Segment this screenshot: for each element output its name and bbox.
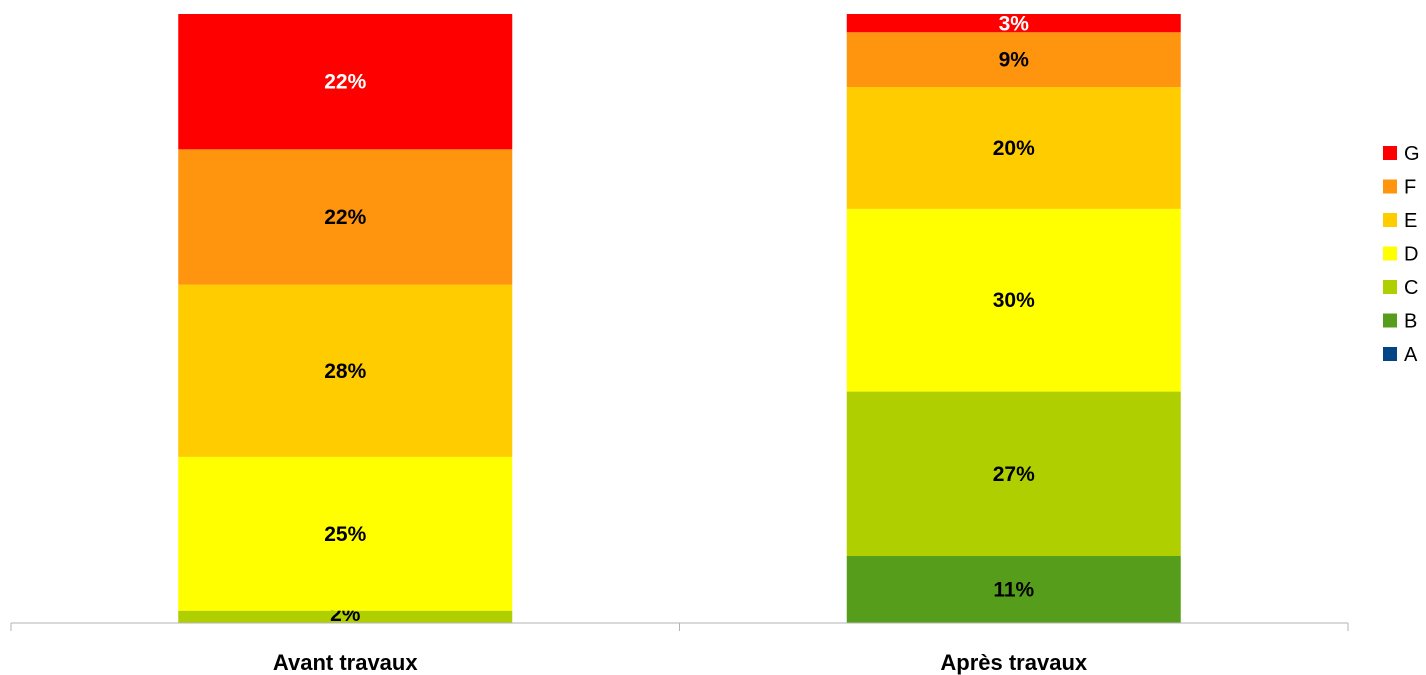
data-label-f-2: 9% <box>999 49 1030 72</box>
bars-group: 2%25%28%22%22%11%27%30%20%9%3% <box>178 12 1181 626</box>
data-label-g-1: 22% <box>324 71 366 94</box>
bar-segment-b-2 <box>846 556 1181 623</box>
x-axis: Avant travaux Après travaux <box>10 622 1349 675</box>
legend-label-b: B <box>1404 311 1417 333</box>
bar-segment-g-1 <box>178 14 513 150</box>
legend-label-g: G <box>1404 143 1420 165</box>
bar-segment-c-2 <box>846 391 1181 557</box>
bar-segment-d-1 <box>178 456 513 611</box>
bar-segment-g-2 <box>846 14 1181 33</box>
legend-swatch-d <box>1383 246 1397 261</box>
legend-swatch-f <box>1383 179 1397 194</box>
category-label-2: Après travaux <box>940 650 1088 675</box>
bar-segment-f-2 <box>846 32 1181 88</box>
legend-label-d: D <box>1404 244 1418 266</box>
legend-label-c: C <box>1404 277 1418 299</box>
data-label-e-2: 20% <box>993 137 1035 160</box>
legend-swatch-g <box>1383 146 1397 160</box>
legend-swatch-a <box>1383 347 1397 361</box>
legend-label-a: A <box>1404 344 1418 366</box>
data-label-f-1: 22% <box>324 206 366 229</box>
data-label-b-2: 11% <box>993 579 1034 602</box>
legend-swatch-e <box>1383 213 1397 227</box>
bar-segment-e-2 <box>846 87 1181 209</box>
legend-swatch-b <box>1383 313 1397 328</box>
data-label-d-2: 30% <box>993 289 1035 312</box>
bar-segment-c-1 <box>178 610 513 623</box>
data-label-g-2: 3% <box>999 12 1030 35</box>
data-label-d-1: 25% <box>324 523 366 546</box>
data-label-e-1: 28% <box>324 360 366 383</box>
legend-label-e: E <box>1404 210 1417 232</box>
bar-segment-d-2 <box>846 208 1181 392</box>
data-label-c-2: 27% <box>993 463 1035 486</box>
bar-segment-e-1 <box>178 284 513 457</box>
legend-label-f: F <box>1404 177 1416 199</box>
legend-swatch-c <box>1383 280 1397 294</box>
bar-segment-f-1 <box>178 149 513 285</box>
category-label-1: Avant travaux <box>273 650 418 675</box>
